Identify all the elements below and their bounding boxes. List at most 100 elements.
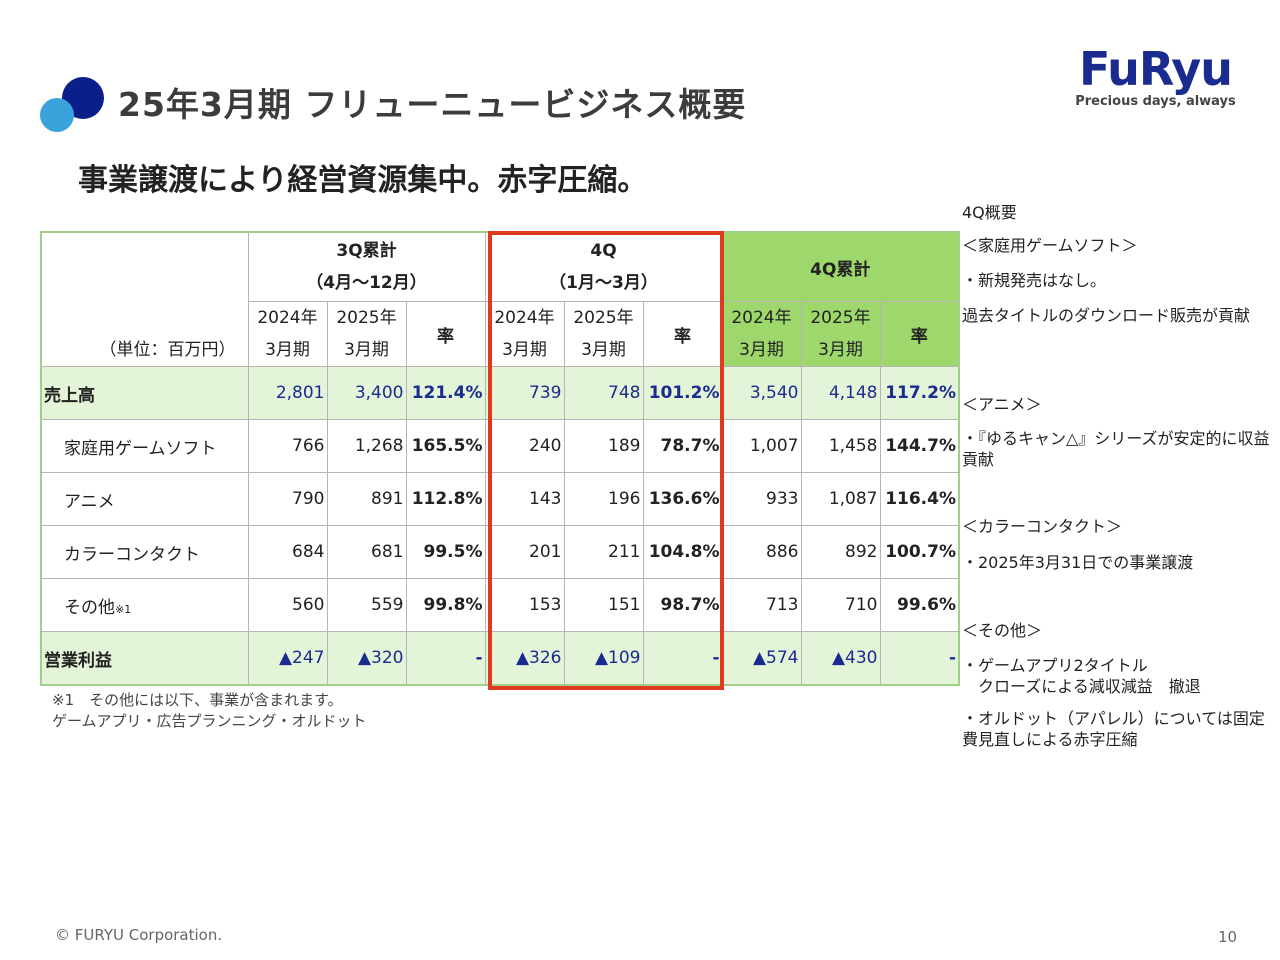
cell: 886 [721,525,802,579]
row-label: 営業利益 [40,631,249,686]
cell: 684 [247,525,328,579]
copyright: © FURYU Corporation. [55,926,223,944]
cell: 891 [326,472,407,526]
col-header-2025: 2025年 3月期 [563,301,644,367]
cell: 710 [800,578,881,632]
cell: 748 [563,366,644,420]
row-label: アニメ [40,472,249,526]
table-row-sales: 売上高 2,801 3,400 121.4% 739 748 101.2% 3,… [40,366,960,420]
group-header-4q: 4Q （1月～3月） [484,231,723,302]
col-header-rate: 率 [405,301,486,367]
cell: 100.7% [879,525,960,579]
cell: 2,801 [247,366,328,420]
cell: 117.2% [879,366,960,420]
cell: 201 [484,525,565,579]
cell: 790 [247,472,328,526]
cell: ▲430 [800,631,881,686]
cell: 101.2% [642,366,723,420]
footnote-line-1: ※1 その他には以下、事業が含まれます。 [52,691,343,709]
group-4q-cum-title: 4Q累計 [810,259,871,280]
cell: 559 [326,578,407,632]
side-anime-bullet-1: ・『ゆるキャン△』シリーズが安定的に収益貢献 [962,429,1270,469]
cell: 165.5% [405,419,486,473]
row-label: その他※1 [40,578,249,632]
cell: 99.6% [879,578,960,632]
side-other-bullet-2: ・オルドット（アパレル）については固定費見直しによる赤字圧縮 [962,709,1265,749]
side-other-bullet-1: ・ゲームアプリ2タイトル クローズによる減収減益 撤退 [962,656,1201,696]
col-header-2025: 2025年 3月期 [326,301,407,367]
cell: 78.7% [642,419,723,473]
group-4q-period: （1月～3月） [549,273,658,293]
cell: 136.6% [642,472,723,526]
cell: 4,148 [800,366,881,420]
cell: 1,007 [721,419,802,473]
table-row-console-games: 家庭用ゲームソフト 766 1,268 165.5% 240 189 78.7%… [40,419,960,473]
cell: 99.5% [405,525,486,579]
group-header-4q-cumulative: 4Q累計 [721,231,960,302]
side-other-header: ＜その他＞ [962,621,1043,640]
page-subtitle: 事業譲渡により経営資源集中。赤字圧縮。 [78,163,648,198]
group-header-3q-cumulative: 3Q累計 （4月～12月） [247,231,486,302]
col-header-2025: 2025年 3月期 [800,301,881,367]
furyu-logo: FuRyu Precious days, always [1068,44,1243,109]
side-game-header: ＜家庭用ゲームソフト＞ [962,236,1138,255]
col-header-2024: 2024年 3月期 [247,301,328,367]
side-cc-bullet-1: ・2025年3月31日での事業譲渡 [962,553,1194,572]
group-4q-title: 4Q [590,241,617,261]
cell: 116.4% [879,472,960,526]
page-number: 10 [1218,928,1238,946]
cell: 681 [326,525,407,579]
col-header-2024: 2024年 3月期 [484,301,565,367]
col-header-rate: 率 [642,301,723,367]
row-label: 家庭用ゲームソフト [40,419,249,473]
cell: 1,268 [326,419,407,473]
cell: 1,087 [800,472,881,526]
group-3q-title: 3Q累計 [336,241,397,261]
cell: 189 [563,419,644,473]
logo-wordmark: FuRyu [1079,42,1233,96]
table-row-anime: アニメ 790 891 112.8% 143 196 136.6% 933 1,… [40,472,960,526]
cell: - [642,631,723,686]
cell: 739 [484,366,565,420]
cell: 240 [484,419,565,473]
cell: 121.4% [405,366,486,420]
cell: 560 [247,578,328,632]
cell: 713 [721,578,802,632]
cell: 144.7% [879,419,960,473]
cell: 143 [484,472,565,526]
row-label: カラーコンタクト [40,525,249,579]
cell: ▲574 [721,631,802,686]
cell: 211 [563,525,644,579]
table-row-other: その他※1 560 559 99.8% 153 151 98.7% 713 71… [40,578,960,632]
col-header-rate: 率 [879,301,960,367]
cell: 933 [721,472,802,526]
footnote-marker: ※1 [115,602,132,616]
cell: - [879,631,960,686]
cell: 3,400 [326,366,407,420]
group-3q-period: （4月～12月） [306,273,427,293]
logo-tagline: Precious days, always [1075,94,1236,109]
cell: 196 [563,472,644,526]
cell: 112.8% [405,472,486,526]
side-cc-header: ＜カラーコンタクト＞ [962,517,1123,536]
col-header-2024: 2024年 3月期 [721,301,802,367]
footnote-line-2: ゲームアプリ・広告プランニング・オルドット [52,712,367,730]
page-title: 25年3月期 フリューニュービジネス概要 [118,85,747,124]
business-summary-table: （単位：百万円） 3Q累計 （4月～12月） 4Q （1月～3月） 4Q累計 2… [40,231,960,686]
side-anime-header: ＜アニメ＞ [962,395,1042,414]
unit-label: （単位：百万円） [40,231,249,367]
side-game-bullet-1: ・新規発売はなし。 [962,271,1107,290]
table-footnote: ※1 その他には以下、事業が含まれます。 ゲームアプリ・広告プランニング・オルド… [52,690,367,732]
cell: ▲109 [563,631,644,686]
cell: ▲247 [247,631,328,686]
table-row-color-contacts: カラーコンタクト 684 681 99.5% 201 211 104.8% 88… [40,525,960,579]
cell: 892 [800,525,881,579]
side-heading: 4Q概要 [962,203,1017,222]
cell: 151 [563,578,644,632]
side-game-bullet-2: 過去タイトルのダウンロード販売が貢献 [962,306,1251,325]
row-label: 売上高 [40,366,249,420]
title-bullet-small-dot [40,98,74,132]
cell: 98.7% [642,578,723,632]
cell: 99.8% [405,578,486,632]
cell: 153 [484,578,565,632]
